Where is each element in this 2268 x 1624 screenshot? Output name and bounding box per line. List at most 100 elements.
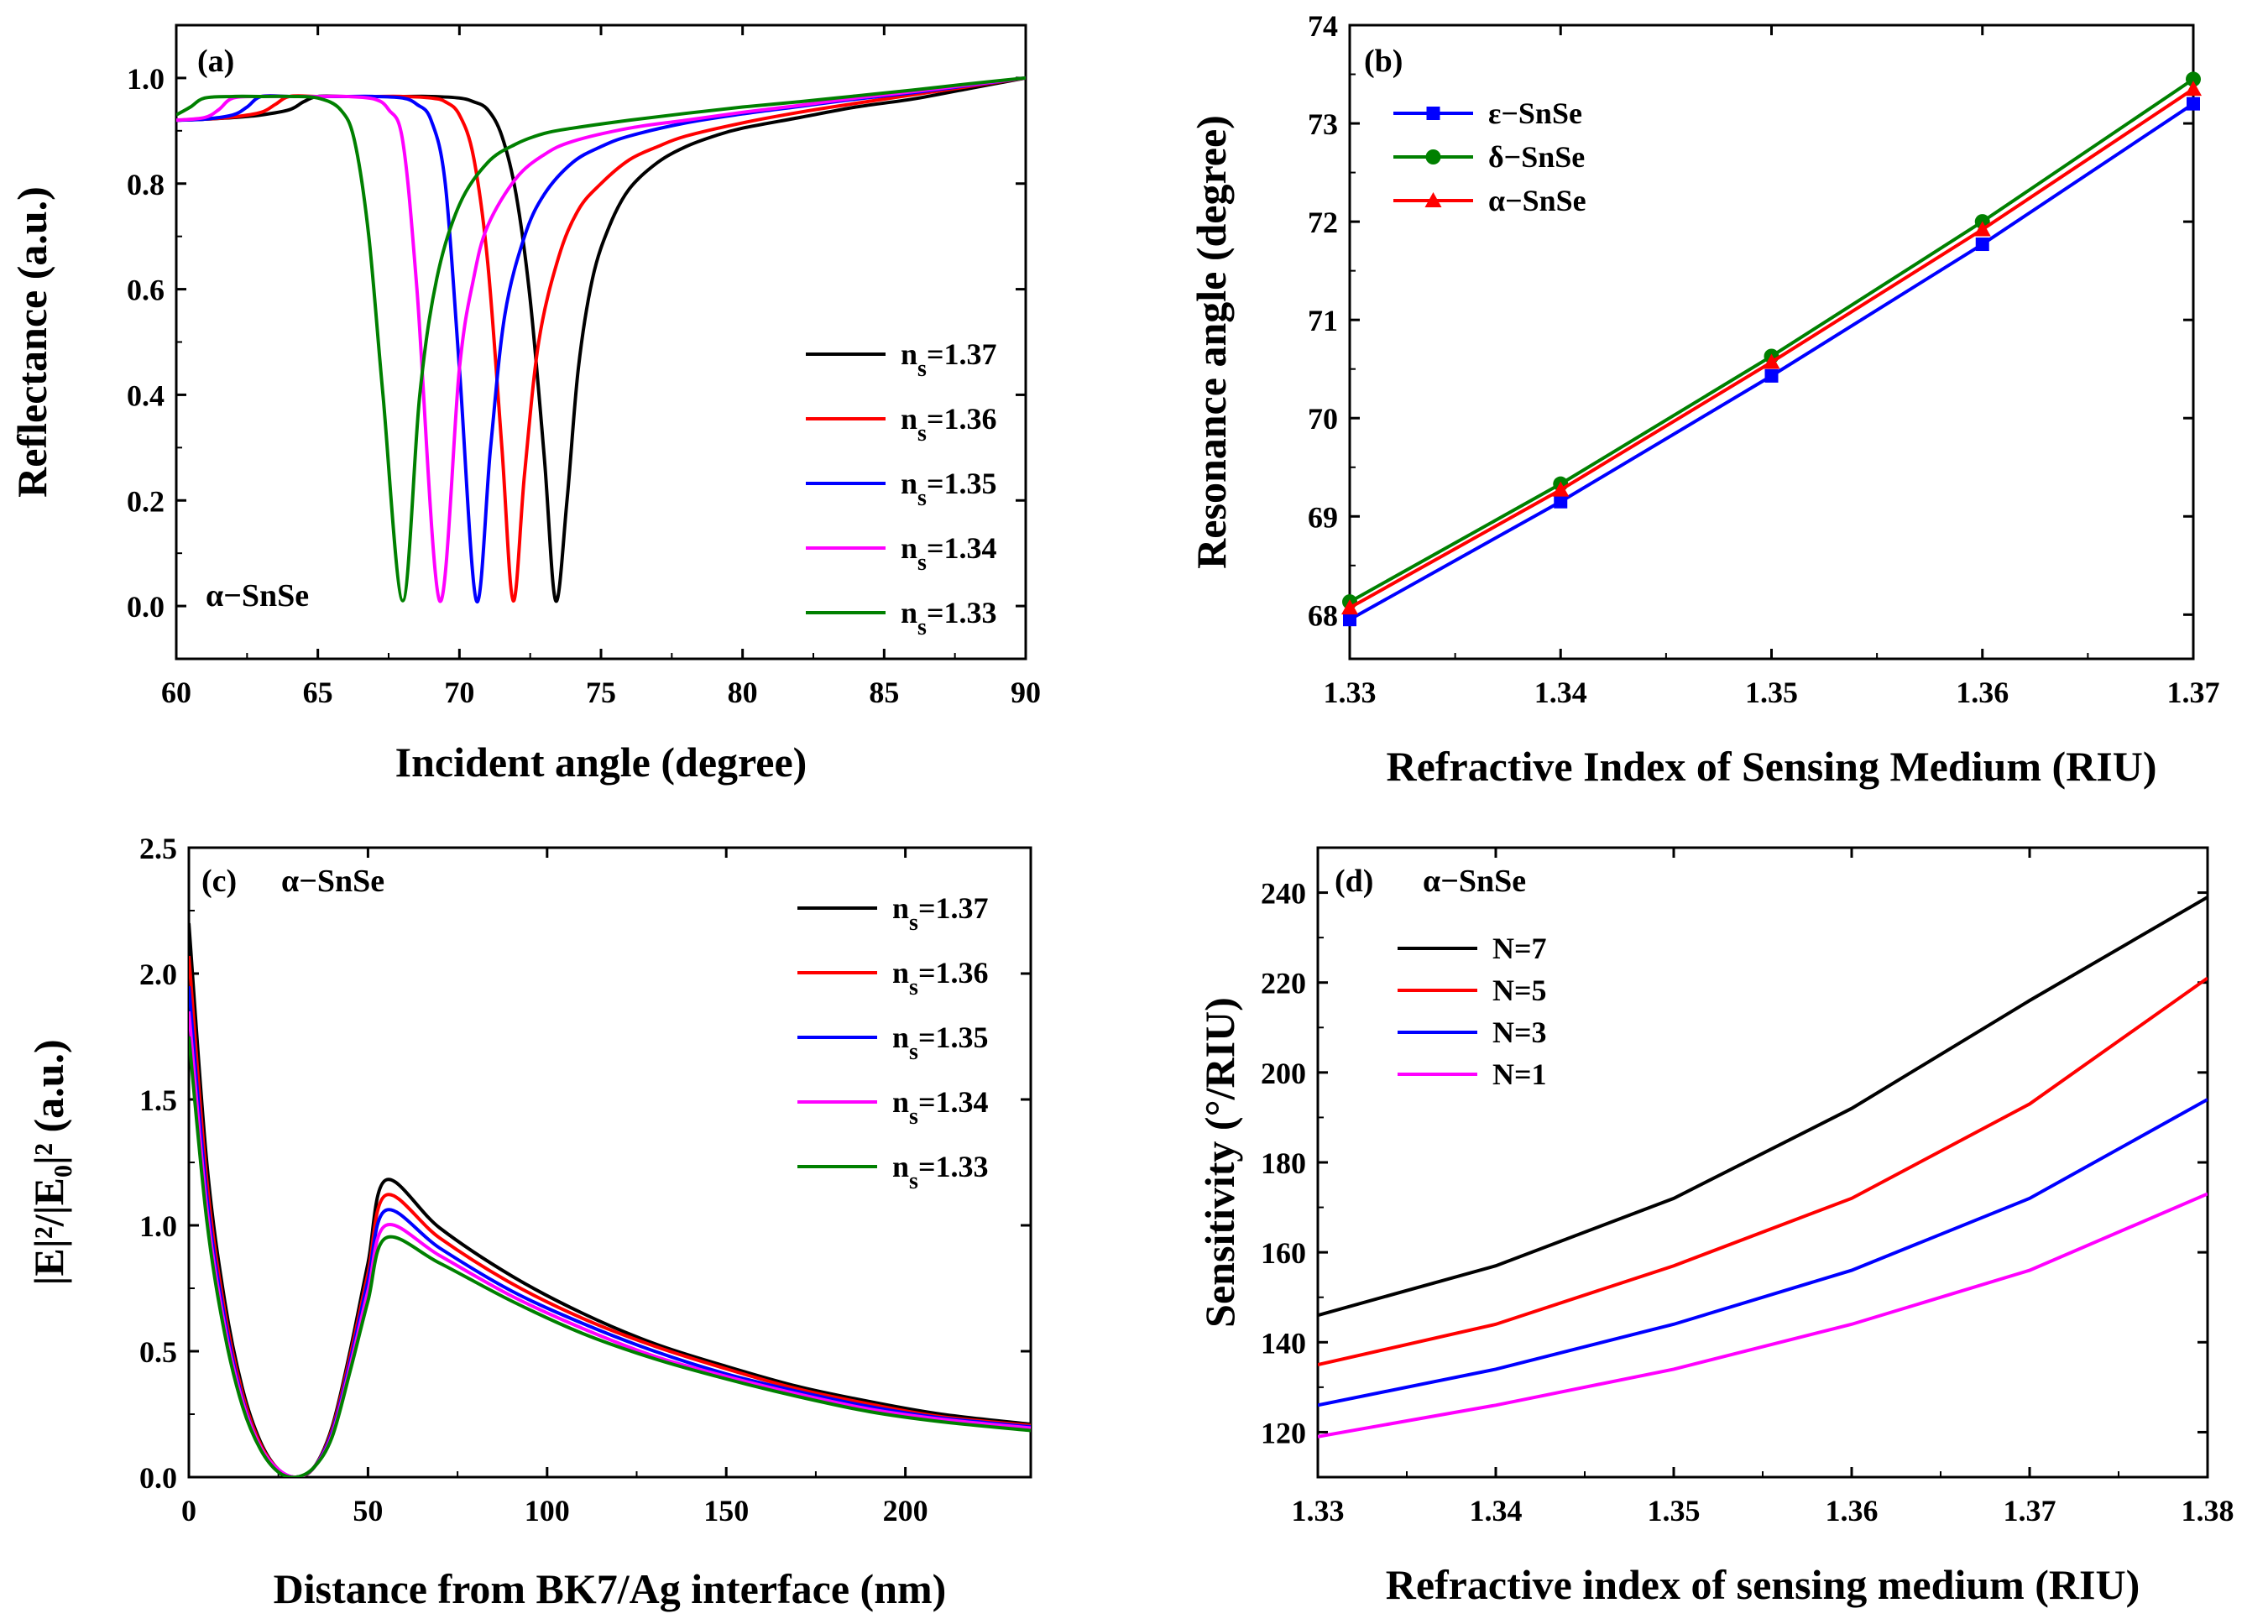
y-tick-label: 70 — [1308, 402, 1338, 436]
series-line-d-1 — [1318, 976, 2208, 1367]
y-tick-label: 72 — [1308, 206, 1338, 239]
series-line-a-0 — [176, 76, 1026, 603]
legend-marker — [1424, 192, 1442, 207]
legend-name: n — [892, 1085, 909, 1119]
y-tick-label: 0.2 — [127, 484, 165, 518]
series-line-d-0 — [1318, 896, 2208, 1318]
series-line-a-1 — [176, 76, 1026, 603]
legend-marker — [1425, 149, 1441, 164]
y-tick-label: 1.5 — [139, 1084, 177, 1117]
panel-label: (d) — [1335, 864, 1373, 899]
legend-subscript: s — [909, 910, 918, 936]
data-point-b-2 — [2185, 81, 2202, 97]
plot-frame-d — [1316, 846, 2209, 1479]
legend-label: ns=1.33 — [901, 596, 996, 640]
legend-name: n — [892, 1150, 909, 1183]
x-tick-label: 1.36 — [1826, 1494, 1879, 1527]
y-tick-label: 140 — [1261, 1326, 1306, 1360]
panel-c: 0 50 100 150 200 0.0 0.5 1.0 1.5 2.0 2.5 Distance f… — [25, 832, 1032, 1612]
legend-marker — [1426, 107, 1440, 120]
legend-label: ns=1.34 — [901, 531, 996, 576]
data-point-b-0 — [2187, 97, 2200, 111]
x-tick-label: 100 — [525, 1494, 570, 1527]
legend-name: N=5 — [1492, 974, 1547, 1007]
legend-name: n — [901, 467, 917, 500]
panel-label: (a) — [197, 44, 234, 79]
legend-subscript: s — [917, 420, 927, 446]
legend-name: n — [901, 337, 917, 371]
legend-suffix: =1.34 — [927, 531, 997, 565]
legend-name: ε−SnSe — [1488, 97, 1582, 130]
y-tick-label: 200 — [1261, 1057, 1306, 1090]
legend-name: N=7 — [1492, 932, 1547, 965]
legend-name: n — [892, 956, 909, 990]
series-line-a-4 — [176, 76, 1026, 603]
material-annotation: α−SnSe — [206, 578, 309, 614]
data-point-b-2 — [1763, 353, 1780, 369]
material-annotation: α−SnSe — [1423, 864, 1526, 899]
series-line-a-2 — [176, 76, 1026, 603]
y-tick-label: 0.0 — [127, 590, 165, 624]
legend-name: α−SnSe — [1488, 184, 1586, 217]
legend-name: n — [901, 531, 917, 565]
series-line-a-3 — [176, 76, 1026, 603]
y-tick-label: 69 — [1308, 500, 1338, 534]
data-point-b-0 — [1975, 238, 1989, 252]
legend-subscript: s — [917, 485, 927, 511]
data-point-b-2 — [1552, 481, 1570, 497]
y-tick-label: 74 — [1308, 9, 1338, 43]
x-axis-title: Refractive index of sensing medium (RIU) — [1386, 1561, 2140, 1608]
legend-label: ns=1.37 — [901, 337, 996, 382]
legend-label: N=1 — [1492, 1057, 1547, 1091]
y-axis-title: Reflectance (a.u.) — [8, 186, 55, 498]
legend-suffix: =1.37 — [927, 337, 997, 371]
panel-d: 1.33 1.34 1.35 1.36 1.37 1.38 120 140 160 180 200 2… — [1196, 846, 2234, 1608]
x-tick-label: 70 — [444, 676, 474, 709]
data-point-b-0 — [1343, 613, 1356, 627]
x-tick-label: 1.38 — [2182, 1494, 2234, 1527]
y-tick-label: 0.0 — [139, 1461, 177, 1495]
legend-label: N=3 — [1492, 1016, 1547, 1049]
legend-label: ns=1.33 — [892, 1150, 988, 1194]
y-tick-label: 68 — [1308, 598, 1338, 632]
y-tick-label: 220 — [1261, 967, 1306, 1000]
legend-subscript: s — [909, 1039, 918, 1065]
legend-label: N=5 — [1492, 974, 1547, 1007]
legend-name: n — [892, 891, 909, 925]
legend-label: ns=1.36 — [901, 402, 996, 446]
x-tick-label: 150 — [703, 1494, 749, 1527]
legend-label: ns=1.35 — [901, 467, 996, 511]
y-tick-label: 71 — [1308, 304, 1338, 337]
legend-suffix: =1.37 — [918, 891, 989, 925]
x-tick-label: 60 — [161, 676, 191, 709]
series-line-b-1 — [1350, 77, 2193, 603]
plot-frame-a — [175, 23, 1027, 661]
x-tick-label: 1.37 — [2167, 676, 2220, 709]
legend-subscript: s — [917, 356, 927, 382]
x-tick-label: 65 — [303, 676, 333, 709]
y-tick-label: 180 — [1261, 1146, 1306, 1180]
legend-label: δ−SnSe — [1488, 140, 1585, 174]
y-axis-title: Resonance angle (degree) — [1188, 115, 1235, 569]
material-annotation: α−SnSe — [281, 864, 384, 899]
y-axis-title: |E|²/|E₀|² (a.u.) — [25, 1039, 72, 1285]
legend-suffix: =1.36 — [918, 956, 989, 990]
x-tick-label: 1.35 — [1648, 1494, 1701, 1527]
y-tick-label: 0.8 — [127, 168, 165, 201]
x-axis-title: Distance from BK7/Ag interface (nm) — [274, 1565, 947, 1612]
legend-subscript: s — [909, 1168, 918, 1194]
legend-name: n — [901, 402, 917, 436]
legend-name: δ−SnSe — [1488, 140, 1585, 174]
legend-suffix: =1.34 — [918, 1085, 989, 1119]
x-axis-title: Refractive Index of Sensing Medium (RIU) — [1387, 743, 2157, 790]
legend-subscript: s — [909, 1104, 918, 1130]
legend-subscript: s — [909, 974, 918, 1000]
legend-label: α−SnSe — [1488, 184, 1586, 217]
legend-name: n — [901, 596, 917, 629]
data-point-b-0 — [1764, 368, 1779, 383]
legend-name: n — [892, 1021, 909, 1054]
data-point-b-1 — [2186, 71, 2201, 87]
panel-label: (c) — [201, 864, 237, 899]
panel-label: (b) — [1364, 44, 1403, 79]
x-tick-label: 1.37 — [2004, 1494, 2056, 1527]
